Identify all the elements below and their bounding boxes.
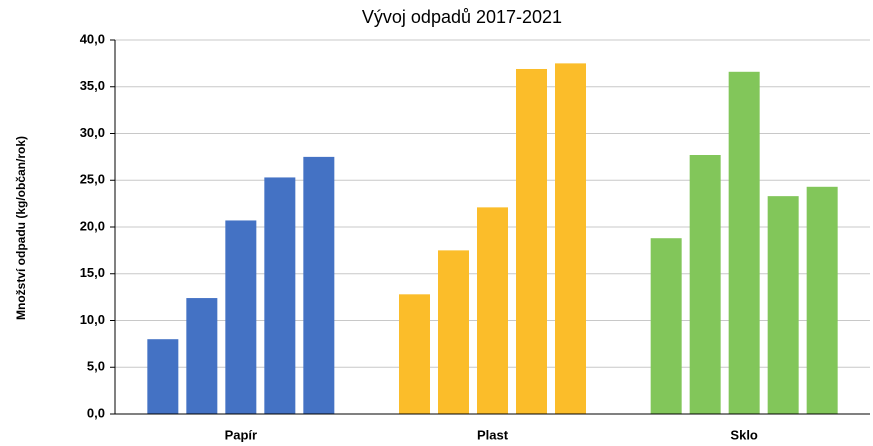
y-tick-label: 25,0 — [80, 172, 105, 187]
bar — [399, 294, 430, 414]
y-tick-label: 40,0 — [80, 31, 105, 46]
chart-title: Vývoj odpadů 2017-2021 — [362, 7, 562, 27]
x-tick-label: Sklo — [730, 427, 758, 442]
bar — [728, 71, 760, 414]
y-tick-label: 30,0 — [80, 125, 105, 140]
bar — [650, 238, 682, 414]
bar — [689, 155, 721, 414]
y-tick-label: 0,0 — [87, 405, 105, 420]
x-tick-label: Papír — [225, 427, 258, 442]
y-tick-label: 15,0 — [80, 265, 105, 280]
y-tick-label: 35,0 — [80, 78, 105, 93]
bar — [147, 339, 179, 414]
bar — [555, 63, 586, 414]
y-axis-label: Množství odpadu (kg/občan/rok) — [14, 136, 28, 320]
bar — [303, 156, 335, 414]
bar — [186, 298, 218, 414]
y-tick-label: 5,0 — [87, 359, 105, 374]
bar — [438, 250, 469, 414]
bar — [806, 186, 838, 414]
bar — [477, 207, 508, 414]
bar — [516, 68, 547, 415]
bar — [767, 196, 799, 414]
y-tick-label: 20,0 — [80, 218, 105, 233]
bar — [225, 220, 257, 414]
bar — [264, 177, 296, 414]
x-tick-label: Plast — [477, 427, 509, 442]
y-tick-label: 10,0 — [80, 312, 105, 327]
